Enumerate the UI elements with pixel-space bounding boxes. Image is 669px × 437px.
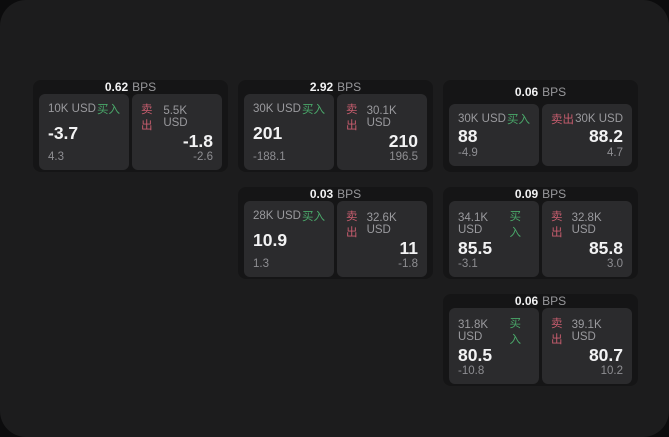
sell-delta: 196.5 xyxy=(389,150,418,163)
sell-side-label: 卖出 xyxy=(551,114,574,126)
buy-delta: -3.1 xyxy=(458,257,478,270)
sell-size-label: 30K USD xyxy=(575,113,623,125)
sell-side-label: 卖出 xyxy=(551,211,563,239)
bps-header: 0.06 BPS xyxy=(443,294,638,308)
sell-delta: -2.6 xyxy=(193,150,213,163)
quote-card: 0.06 BPS 30K USD 买入 88 -4.9 卖出 30K USD 8… xyxy=(443,80,638,172)
quote-card: 0.62 BPS 10K USD 买入 -3.7 4.3 卖出 5.5K USD… xyxy=(33,80,228,172)
sell-price: 85.8 xyxy=(588,238,623,258)
quote-card: 0.03 BPS 28K USD 买入 10.9 1.3 卖出 32.6K US… xyxy=(238,187,433,279)
buy-quote-panel[interactable]: 34.1K USD 买入 85.5 -3.1 xyxy=(449,201,539,277)
bps-value: 0.09 xyxy=(514,187,539,201)
buy-delta: -188.1 xyxy=(253,150,286,163)
bps-header: 2.92 BPS xyxy=(238,80,433,94)
sell-quote-panel[interactable]: 卖出 30.1K USD 210 196.5 xyxy=(337,94,427,170)
sell-side-label: 卖出 xyxy=(346,104,358,132)
buy-price: 201 xyxy=(253,123,283,143)
bps-value: 0.06 xyxy=(514,85,539,99)
bps-header: 0.06 BPS xyxy=(443,80,638,104)
buy-side-label: 买入 xyxy=(509,211,521,239)
buy-price: 10.9 xyxy=(253,230,288,250)
quote-card: 2.92 BPS 30K USD 买入 201 -188.1 卖出 30.1K … xyxy=(238,80,433,172)
sell-delta: 4.7 xyxy=(607,147,623,159)
sell-price: -1.8 xyxy=(182,131,213,151)
bps-value: 2.92 xyxy=(309,80,334,94)
bps-unit-label: BPS xyxy=(542,85,567,99)
bps-value: 0.03 xyxy=(309,187,334,201)
quote-card: 0.09 BPS 34.1K USD 买入 85.5 -3.1 卖出 32.8K… xyxy=(443,187,638,279)
buy-delta: -10.8 xyxy=(458,364,485,377)
bps-value: 0.62 xyxy=(104,80,129,94)
buy-price: 85.5 xyxy=(458,238,493,258)
buy-size-label: 34.1K USD xyxy=(458,212,489,236)
bps-unit-label: BPS xyxy=(337,187,362,201)
sell-delta: 3.0 xyxy=(607,257,623,270)
buy-price: 88 xyxy=(458,126,478,147)
sell-price: 210 xyxy=(388,131,418,151)
sell-quote-panel[interactable]: 卖出 30K USD 88.2 4.7 xyxy=(542,104,632,166)
sell-quote-panel[interactable]: 卖出 32.6K USD 11 -1.8 xyxy=(337,201,427,277)
sell-quote-panel[interactable]: 卖出 39.1K USD 80.7 10.2 xyxy=(542,308,632,384)
buy-side-label: 买入 xyxy=(507,114,530,126)
sell-price: 88.2 xyxy=(588,126,623,147)
buy-side-label: 买入 xyxy=(97,104,120,116)
buy-delta: 1.3 xyxy=(253,257,269,270)
buy-size-label: 30K USD xyxy=(253,103,301,115)
quote-card: 0.06 BPS 31.8K USD 买入 80.5 -10.8 卖出 39.1… xyxy=(443,294,638,386)
buy-quote-panel[interactable]: 31.8K USD 买入 80.5 -10.8 xyxy=(449,308,539,384)
sell-quote-panel[interactable]: 卖出 32.8K USD 85.8 3.0 xyxy=(542,201,632,277)
buy-delta: 4.3 xyxy=(48,150,64,163)
sell-size-label: 5.5K USD xyxy=(163,105,188,129)
buy-delta: -4.9 xyxy=(458,147,478,159)
sell-size-label: 30.1K USD xyxy=(366,105,397,129)
sell-delta: -1.8 xyxy=(398,257,418,270)
buy-quote-panel[interactable]: 10K USD 买入 -3.7 4.3 xyxy=(39,94,129,170)
bps-unit-label: BPS xyxy=(542,294,567,308)
sell-price: 11 xyxy=(399,238,419,258)
buy-size-label: 10K USD xyxy=(48,103,96,115)
bps-header: 0.62 BPS xyxy=(33,80,228,94)
bps-header: 0.09 BPS xyxy=(443,187,638,201)
sell-delta: 10.2 xyxy=(600,364,623,377)
bps-header: 0.03 BPS xyxy=(238,187,433,201)
buy-quote-panel[interactable]: 28K USD 买入 10.9 1.3 xyxy=(244,201,334,277)
buy-side-label: 买入 xyxy=(302,104,325,116)
buy-price: 80.5 xyxy=(458,345,493,365)
sell-side-label: 卖出 xyxy=(551,318,563,346)
bps-unit-label: BPS xyxy=(542,187,567,201)
buy-size-label: 30K USD xyxy=(458,113,506,125)
bps-unit-label: BPS xyxy=(337,80,362,94)
sell-side-label: 卖出 xyxy=(141,104,153,132)
buy-quote-panel[interactable]: 30K USD 买入 201 -188.1 xyxy=(244,94,334,170)
buy-side-label: 买入 xyxy=(509,318,521,346)
sell-side-label: 卖出 xyxy=(346,211,358,239)
sell-size-label: 32.8K USD xyxy=(571,212,602,236)
buy-size-label: 28K USD xyxy=(253,210,301,222)
buy-size-label: 31.8K USD xyxy=(458,319,489,343)
sell-price: 80.7 xyxy=(588,345,623,365)
buy-price: -3.7 xyxy=(48,123,79,143)
buy-quote-panel[interactable]: 30K USD 买入 88 -4.9 xyxy=(449,104,539,166)
bps-unit-label: BPS xyxy=(132,80,157,94)
buy-side-label: 买入 xyxy=(302,211,325,223)
sell-size-label: 39.1K USD xyxy=(571,319,602,343)
bps-value: 0.06 xyxy=(514,294,539,308)
sell-quote-panel[interactable]: 卖出 5.5K USD -1.8 -2.6 xyxy=(132,94,222,170)
sell-size-label: 32.6K USD xyxy=(366,212,397,236)
